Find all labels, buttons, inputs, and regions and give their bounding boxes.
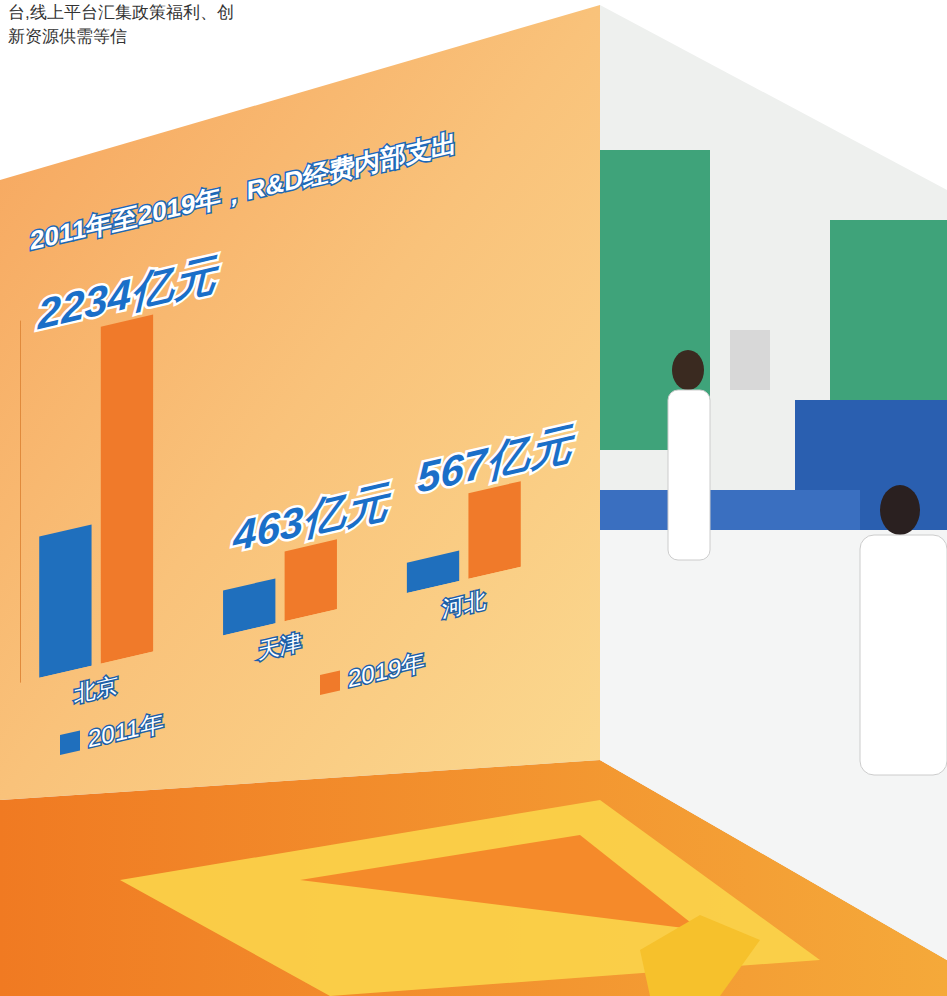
category-label: 天津 (258, 630, 301, 665)
bar (39, 524, 91, 677)
title: 2011年至2019年，R&D经费内部支出 (30, 128, 457, 256)
y-axis-line (20, 321, 21, 683)
photo-wall (600, 0, 947, 996)
bar (407, 551, 459, 593)
platform-inner (120, 800, 820, 996)
bar (223, 578, 275, 635)
photo-floor (600, 530, 947, 960)
infographic: 台,线上平台汇集政策福利、创新资源供需等信 2011年至2019年，R&D经费内部… (0, 0, 947, 996)
data-label: 2234亿元 (37, 249, 219, 338)
photo-person-head (672, 350, 704, 390)
bar (468, 481, 520, 579)
y-axis (20, 321, 21, 683)
data-label: 567亿元 (417, 418, 575, 502)
bar (285, 539, 337, 621)
bar (101, 315, 153, 664)
category-label: 北京 (74, 672, 117, 707)
annotation: 新资源供需等信 (8, 27, 127, 46)
legend-label: 2019年 (348, 648, 425, 692)
photo-person-head (880, 485, 920, 535)
cube-face (0, 5, 600, 800)
legend-swatch (320, 670, 340, 695)
chart-container: 台,线上平台汇集政策福利、创新资源供需等信 2011年至2019年，R&D经费内部… (0, 0, 947, 996)
platform-triangle (300, 835, 700, 930)
photo (600, 0, 947, 996)
legend-label: 2011年 (88, 709, 163, 753)
photo-curtain (830, 220, 947, 420)
data-label: 463亿元 (232, 476, 391, 560)
category-label: 河北 (442, 587, 485, 622)
legend: 2011年 2019年 (60, 648, 425, 759)
annotation: 台,线上平台汇集政策福利、创 (8, 3, 234, 22)
photo-person (668, 390, 710, 560)
photo-person (860, 535, 947, 775)
plot: 2011年至2019年，R&D经费内部支出2234亿元 463亿元 567亿元北京 天… (21, 100, 576, 768)
cube-small (640, 915, 760, 996)
photo-box (730, 330, 770, 390)
photo-bench (600, 490, 860, 530)
legend-swatch (60, 730, 80, 755)
